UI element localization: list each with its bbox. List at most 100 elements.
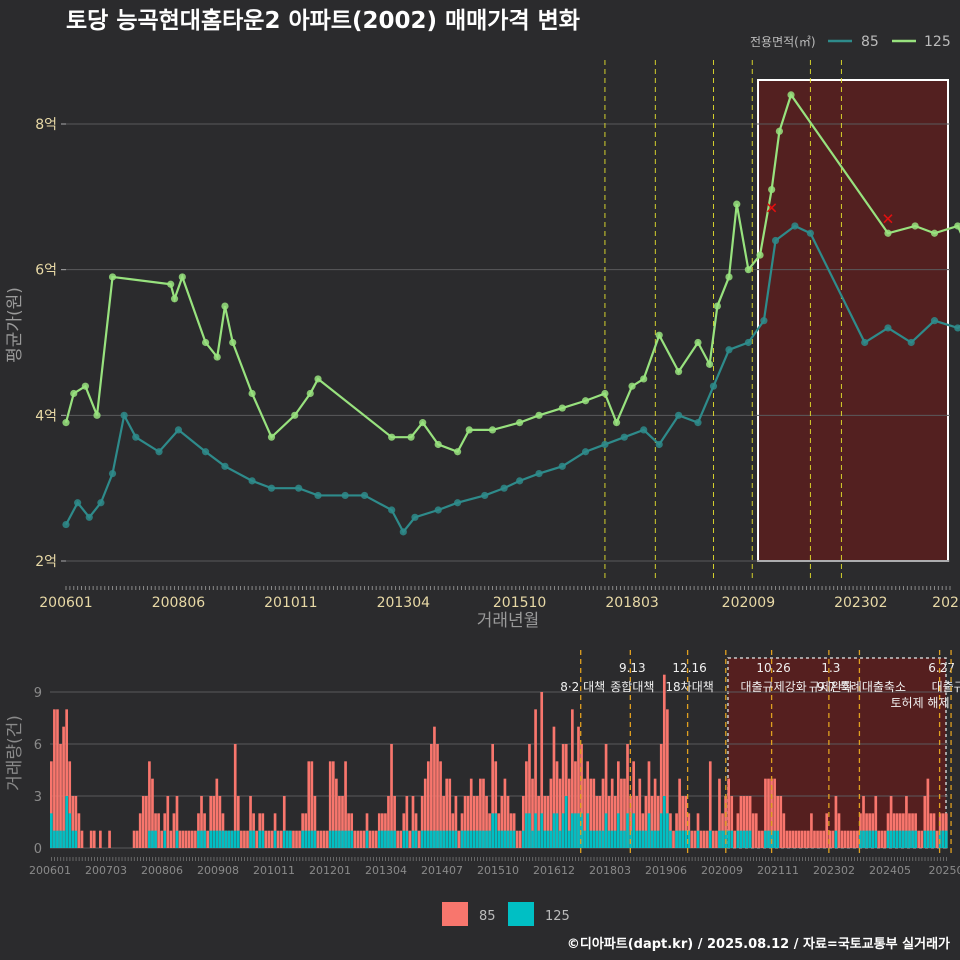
bar-85 — [279, 830, 283, 848]
bar-85 — [859, 813, 862, 848]
bar-85 — [374, 830, 378, 848]
series-point-85 — [694, 419, 702, 427]
bar-85 — [414, 813, 418, 848]
bar-85 — [607, 796, 611, 848]
series-point-85 — [500, 484, 508, 492]
bar-125 — [476, 830, 479, 848]
bar-85 — [626, 744, 629, 848]
series-point-125 — [314, 375, 322, 383]
bar-125 — [200, 830, 203, 848]
bar-85 — [810, 813, 813, 848]
bar-85 — [515, 830, 519, 848]
bar-85 — [540, 692, 544, 848]
bar-85 — [485, 796, 488, 848]
series-point-125 — [713, 302, 721, 310]
bar-85 — [911, 813, 914, 848]
bar-125 — [454, 830, 458, 848]
bar-85 — [393, 796, 396, 848]
bar-85 — [298, 830, 301, 848]
bar-125 — [328, 830, 332, 848]
series-point-85 — [640, 426, 648, 434]
bar-85 — [831, 830, 835, 848]
x-tick-label-bottom: 200601 — [29, 864, 71, 877]
bar-85 — [558, 778, 562, 848]
bar-125 — [577, 813, 580, 848]
bar-125 — [436, 830, 439, 848]
y-tick-label: 2억 — [35, 554, 57, 570]
bar-125 — [638, 830, 642, 848]
bar-85 — [800, 830, 804, 848]
x-tick-label: 202302 — [834, 595, 887, 611]
bar-85 — [301, 813, 304, 848]
bar-85 — [387, 796, 390, 848]
bar-85 — [181, 830, 185, 848]
series-point-85 — [581, 448, 590, 456]
bar-85 — [249, 796, 252, 848]
bar-125 — [601, 830, 605, 848]
bar-125 — [414, 830, 418, 848]
bar-85 — [886, 813, 890, 848]
bar-125 — [472, 830, 476, 848]
bar-125 — [381, 830, 384, 848]
x-tick-label-bottom: 201803 — [589, 864, 631, 877]
series-point-125 — [267, 433, 276, 441]
bar-85 — [62, 726, 65, 848]
bar-125 — [252, 830, 255, 848]
bar-125 — [335, 830, 338, 848]
series-point-125 — [787, 91, 795, 99]
bar-125 — [209, 830, 213, 848]
x-tick-label-bottom: 202009 — [701, 864, 743, 877]
bar-85 — [693, 830, 697, 848]
annotation-date: 6.27 — [928, 661, 955, 675]
bar-125 — [586, 813, 590, 848]
series-point-125 — [407, 433, 415, 441]
bar-85 — [641, 813, 645, 848]
bar-85 — [405, 796, 409, 848]
bar-85 — [742, 796, 746, 848]
bar-85 — [200, 796, 203, 848]
bar-85 — [442, 796, 445, 848]
annotation-date: 12.16 — [672, 661, 706, 675]
bar-85 — [613, 796, 617, 848]
bar-85 — [190, 830, 194, 848]
bar-85 — [445, 778, 449, 848]
bar-85 — [390, 744, 393, 848]
bar-85 — [494, 761, 498, 848]
bar-85 — [365, 813, 369, 848]
bar-85 — [653, 778, 657, 848]
bar-125 — [258, 830, 262, 848]
bar-125 — [767, 830, 770, 848]
bar-125 — [282, 830, 286, 848]
bar-85 — [92, 830, 96, 848]
bar-85 — [574, 761, 577, 848]
bar-85 — [586, 761, 590, 848]
bar-85 — [721, 813, 724, 848]
series-point-125 — [640, 375, 648, 383]
series-point-125 — [453, 448, 462, 456]
bar-125 — [914, 830, 917, 848]
bar-85 — [74, 796, 78, 848]
bar-85 — [276, 830, 280, 848]
bar-85 — [705, 830, 709, 848]
y-tick-label: 6억 — [35, 263, 57, 279]
bar-85 — [868, 813, 871, 848]
y-axis-title: 평균가(원) — [5, 287, 25, 363]
bar-85 — [929, 813, 933, 848]
bar-85 — [828, 830, 832, 848]
bar-85 — [567, 778, 571, 848]
bar-85 — [892, 813, 896, 848]
bar-85 — [341, 796, 344, 848]
series-point-85 — [601, 440, 609, 449]
bar-85 — [528, 744, 531, 848]
bar-85 — [736, 813, 740, 848]
bar-125 — [616, 813, 620, 848]
series-point-85 — [620, 433, 628, 441]
bar-125 — [411, 830, 415, 848]
bar-85 — [923, 796, 927, 848]
bar-125 — [384, 830, 387, 848]
bar-85 — [656, 796, 660, 848]
bar-125 — [659, 813, 663, 848]
x-tick-label-bottom: 202405 — [869, 864, 911, 877]
bar-85 — [856, 830, 859, 848]
bar-85 — [423, 778, 427, 848]
